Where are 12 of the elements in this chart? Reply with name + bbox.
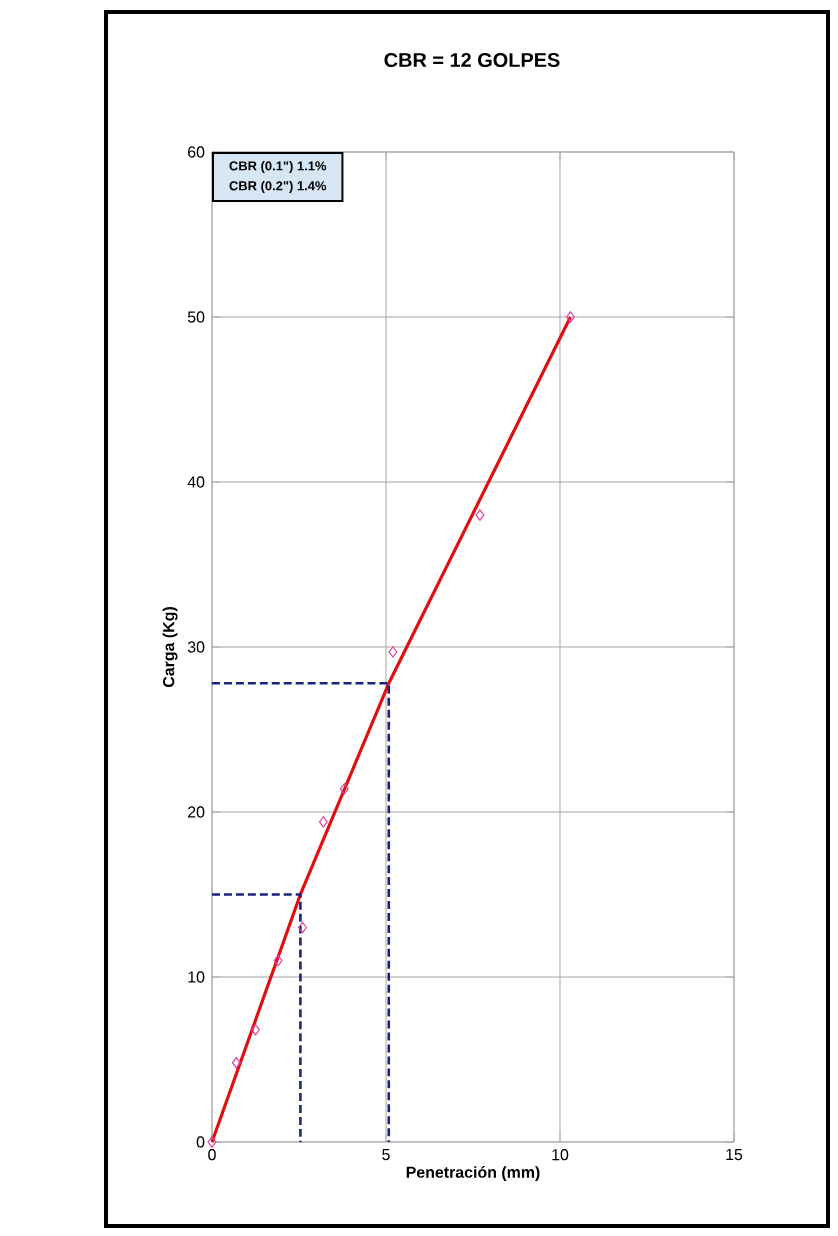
point xyxy=(318,816,328,828)
chart-title: CBR = 12 GOLPES xyxy=(384,52,560,68)
point xyxy=(297,921,307,934)
point xyxy=(565,311,575,323)
point xyxy=(339,783,349,795)
point xyxy=(388,646,398,658)
line-series xyxy=(210,315,573,1144)
point xyxy=(273,954,283,967)
point xyxy=(207,1136,217,1148)
point xyxy=(475,509,485,521)
point xyxy=(251,1024,260,1036)
point xyxy=(231,1057,241,1069)
